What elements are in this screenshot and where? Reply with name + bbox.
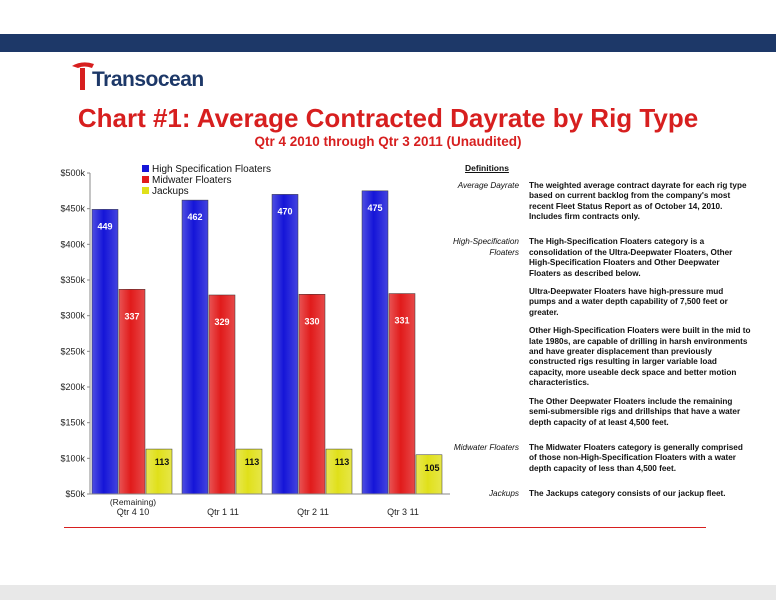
bar-value-label: 337 [124, 311, 139, 321]
bar [181, 199, 209, 495]
definition-paragraph: Ultra-Deepwater Floaters have high-press… [529, 287, 728, 317]
logo-text: Transocean [92, 68, 204, 91]
y-tick-label: $450k [60, 204, 85, 214]
definition-term: Midwater Floaters [453, 442, 519, 452]
bar-value-label: 113 [155, 457, 170, 467]
definition-paragraph: Other High-Specification Floaters were b… [529, 326, 751, 388]
y-tick-label: $150k [60, 418, 85, 428]
bar-value-label: 105 [424, 463, 439, 473]
definition-term: High-Specification Floaters [453, 237, 519, 257]
bar-value-label: 329 [214, 317, 229, 327]
x-tick-label: Qtr 3 11 [387, 507, 419, 517]
bar-value-label: 462 [187, 212, 202, 222]
definition-row: Jackups The Jackups category consists of … [452, 489, 752, 507]
header-band [0, 34, 776, 52]
transocean-logo: Transocean [70, 60, 204, 92]
x-tick-label: Qtr 2 11 [297, 507, 329, 517]
dayrate-bar-chart: $50k $100k $150k $200k $250k $300k $350k $400k $… [60, 164, 450, 517]
legend-label: Jackups [152, 186, 189, 197]
bar-value-label: 449 [97, 221, 112, 231]
y-tick-label: $200k [60, 382, 85, 392]
legend-label: Midwater Floaters [152, 175, 231, 186]
definition-row: High-Specification Floaters The High-Spec… [452, 237, 752, 436]
logo-mark-icon [72, 62, 94, 90]
definition-paragraph: The High-Specification Floaters category… [529, 237, 733, 278]
y-tick-label: $500k [60, 168, 85, 178]
bar [91, 209, 119, 495]
definition-row: Midwater Floaters The Midwater Floaters c… [452, 443, 752, 482]
definition-row: Average Dayrate The weighted average cont… [452, 181, 752, 231]
bar [361, 190, 389, 495]
y-tick-label: $350k [60, 275, 85, 285]
bar [415, 454, 443, 495]
y-tick-label: $400k [60, 239, 85, 249]
x-tick-label: Qtr 1 11 [207, 507, 239, 517]
definition-paragraph: The Midwater Floaters category is genera… [529, 442, 743, 473]
y-tick-label: $250k [60, 346, 85, 356]
bar-value-label: 475 [367, 203, 382, 213]
bar-value-label: 331 [394, 316, 409, 326]
page-subtitle: Qtr 4 2010 through Qtr 3 2011 (Unaudited… [254, 134, 522, 149]
footer-band [0, 585, 776, 600]
y-tick-label: $300k [60, 311, 85, 321]
definition-paragraph: The weighted average contract dayrate fo… [529, 180, 747, 221]
legend-swatch [142, 187, 149, 194]
definition-paragraph: The Other Deepwater Floaters include the… [529, 396, 741, 427]
top-band [0, 0, 776, 34]
bar [208, 294, 236, 495]
bar [235, 448, 263, 495]
bar [118, 289, 146, 495]
legend-label: High Specification Floaters [152, 164, 271, 175]
legend-swatch [142, 165, 149, 172]
bar [325, 448, 353, 495]
bar [145, 448, 173, 495]
definition-text: The Midwater Floaters category is genera… [529, 443, 752, 482]
bottom-divider [64, 527, 706, 528]
bar-value-label: 113 [335, 457, 350, 467]
definition-text: The High-Specification Floaters category… [529, 237, 752, 436]
bar [271, 194, 299, 495]
category-note: (Remaining) [110, 497, 156, 507]
bar-value-label: 330 [304, 316, 319, 326]
x-tick-label: Qtr 4 10 [117, 507, 150, 517]
definition-term: Average Dayrate [457, 180, 519, 190]
definitions-heading: Definitions [465, 163, 509, 173]
definition-paragraph: The Jackups category consists of our jac… [529, 489, 726, 499]
bar-value-label: 470 [277, 206, 292, 216]
page-title: Chart #1: Average Contracted Dayrate by … [77, 103, 699, 133]
legend-swatch [142, 176, 149, 183]
definition-term: Jackups [488, 489, 519, 499]
definition-text: The weighted average contract dayrate fo… [529, 181, 752, 231]
definition-text: The Jackups category consists of our jac… [529, 489, 752, 507]
bar [298, 294, 326, 495]
y-tick-label: $50k [65, 489, 85, 499]
y-tick-label: $100k [60, 453, 85, 463]
definitions-panel: Definitions Average Dayrate The weighted … [452, 163, 752, 515]
bar-value-label: 113 [245, 457, 260, 467]
